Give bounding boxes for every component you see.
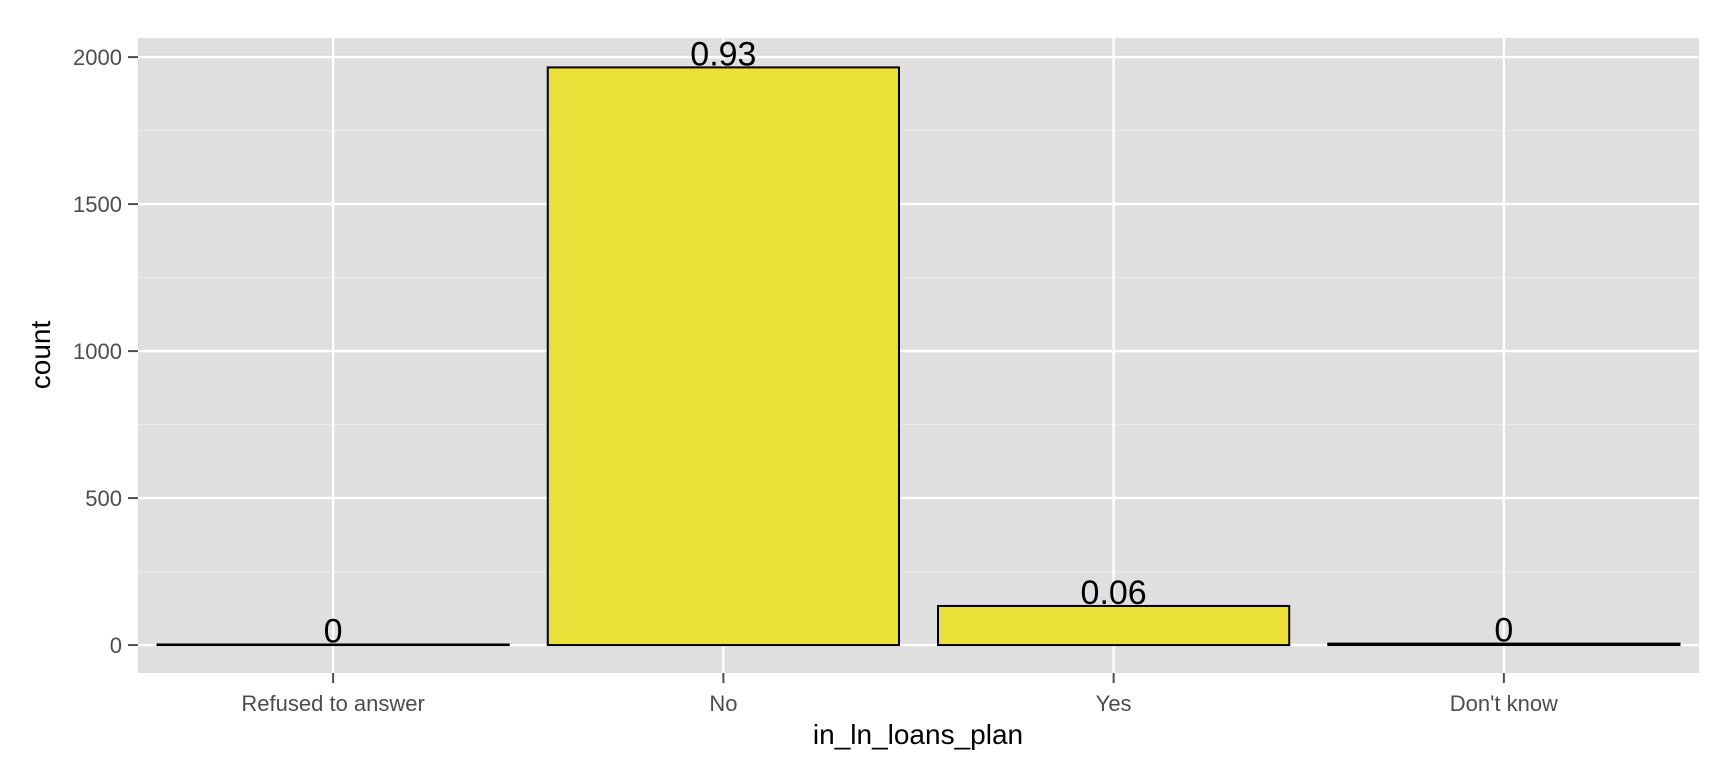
y-tick-label: 2000 (73, 45, 122, 70)
data-label: 0 (1494, 612, 1513, 650)
y-tick-label: 0 (110, 633, 122, 658)
x-tick-label: Yes (1096, 691, 1132, 716)
bar-yes (937, 604, 1291, 647)
x-tick-label: Don't know (1450, 691, 1558, 716)
y-tick-label: 500 (85, 486, 122, 511)
data-label: 0 (324, 612, 343, 650)
y-axis-title: count (25, 321, 56, 390)
y-axis: 0 500 1000 1500 2000 (73, 45, 138, 658)
x-tick-label: Refused to answer (241, 691, 424, 716)
x-axis: Refused to answer No Yes Don't know (241, 673, 1558, 716)
bar-refused-to-answer (156, 643, 510, 647)
y-tick-label: 1500 (73, 192, 122, 217)
plot-panel (138, 38, 1699, 673)
bars (156, 66, 1681, 647)
data-labels: 0 0.93 0.06 0 (324, 35, 1514, 650)
y-tick-label: 1000 (73, 339, 122, 364)
bar-no (546, 66, 900, 647)
bar-don-t-know (1327, 642, 1681, 647)
x-tick-label: No (709, 691, 737, 716)
data-label: 0.06 (1081, 574, 1147, 612)
x-axis-title: in_ln_loans_plan (813, 719, 1023, 750)
data-label: 0.93 (690, 35, 756, 73)
